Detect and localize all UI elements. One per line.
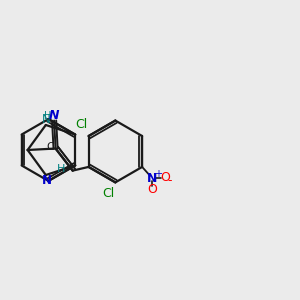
Text: N: N — [41, 113, 50, 126]
Text: Cl: Cl — [102, 187, 114, 200]
Text: N: N — [41, 174, 51, 187]
Text: O: O — [148, 183, 158, 196]
Text: Cl: Cl — [75, 118, 87, 131]
Text: H: H — [44, 111, 51, 121]
Text: H: H — [57, 164, 65, 174]
Text: O: O — [160, 171, 170, 184]
Text: +: + — [154, 169, 162, 179]
Text: N: N — [49, 109, 59, 122]
Text: N: N — [147, 172, 158, 184]
Text: -: - — [168, 174, 172, 187]
Text: C: C — [46, 142, 54, 152]
